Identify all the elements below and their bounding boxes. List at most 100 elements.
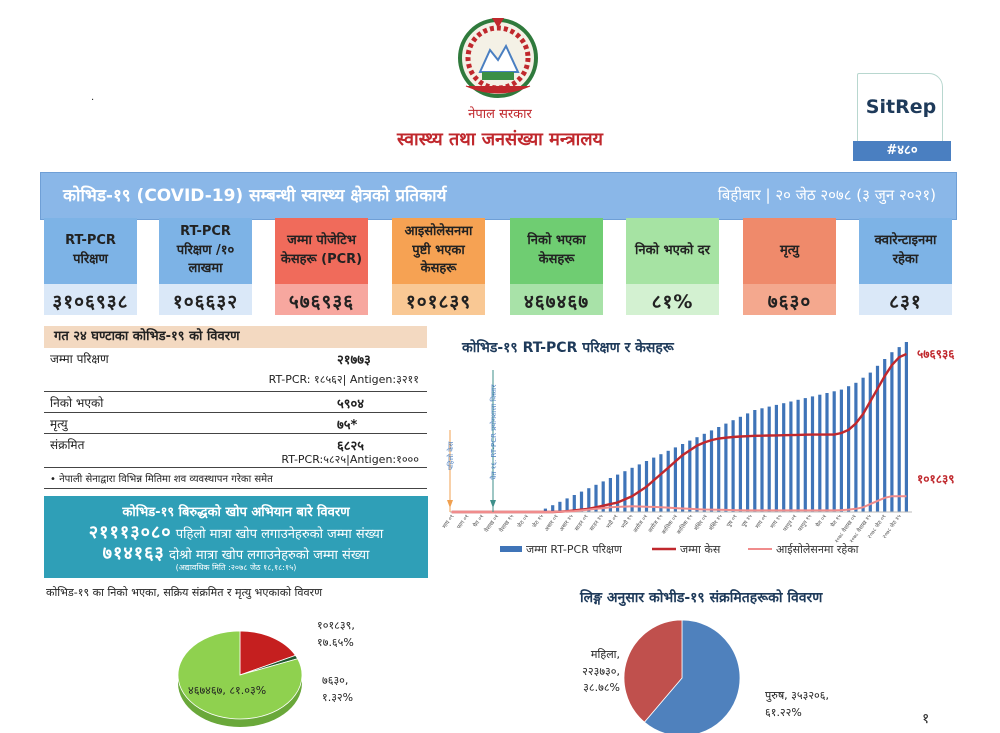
label-line: १०१८३९, (317, 619, 355, 632)
table-row: मृत्यु ७५* (44, 413, 427, 434)
test-bar (702, 433, 706, 512)
test-bar (774, 404, 778, 512)
stat-card-label: आइसोलेसनमा पुष्टी भएका केसहरू (392, 218, 485, 284)
test-bar (875, 365, 880, 512)
test-bar (724, 423, 728, 512)
female-label: महिला, २२३७३०, ३८.७८% (560, 647, 620, 697)
banner-title: कोभिड-१९ (COVID-19) सम्बन्धी स्वास्थ्य क… (63, 186, 447, 206)
test-bar (897, 347, 901, 512)
test-bar (818, 394, 822, 512)
stat-card-label: क्वारेन्टाइनमा रहेका (859, 218, 952, 284)
x-tick-label: मंसिर १५ (708, 513, 724, 532)
stat-card-value: १०१८३९ (405, 290, 472, 313)
stat-card: आइसोलेसनमा पुष्टी भएका केसहरू १०१८३९ (392, 218, 485, 315)
government-name: नेपाल सरकार (468, 107, 532, 122)
x-tick-label: पुष १५ (741, 514, 754, 529)
stat-card-value: ८१% (651, 290, 694, 313)
test-bar (854, 382, 858, 512)
test-bar (608, 478, 612, 512)
second-dose-text: दोश्रो मात्रा खोप लगाउनेहरुको जम्मा संख्… (168, 548, 370, 563)
stat-card: निको भएका केसहरू ४६७४६७ (510, 218, 603, 315)
test-bar (760, 408, 764, 512)
chart-title-prefix: कोभिड-१९ (462, 340, 518, 356)
first-dose-line: २१११३०८० पहिलो मात्रा खोप लगाउनेहरुको जम… (44, 520, 428, 544)
isolation-line (451, 495, 907, 513)
lab-expansion-arrow (490, 500, 496, 508)
first-dose-text: पहिलो मात्रा खोप लगाउनेहरुको जम्मा संख्य… (175, 527, 384, 542)
pie-slice (623, 619, 683, 723)
x-tick-label: पुष ०१ (726, 514, 739, 529)
row-value: ६८२५ (337, 439, 365, 454)
cases-line (451, 352, 907, 514)
row-label: जम्मा परिक्षण (50, 352, 109, 366)
x-tick-label: चैत ०१ (472, 513, 486, 529)
test-bar (832, 391, 836, 512)
legend-swatch-tests (500, 546, 522, 552)
stray-dot: . (91, 92, 95, 103)
test-bar (803, 398, 807, 512)
x-tick-label: फागुन १५ (797, 514, 813, 533)
test-bar (890, 352, 894, 512)
recovered-label: ४६७४६७, ८१.०३% (188, 684, 267, 697)
sitrep-label: SitRep (865, 96, 937, 118)
title-banner: कोभिड-१९ (COVID-19) सम्बन्धी स्वास्थ्य क… (40, 172, 957, 220)
row-label: संक्रमित (50, 438, 85, 452)
x-tick-label: मंसिर ०१ (693, 513, 709, 532)
table-title: गत २४ घण्टाका कोभिड-१९ को विवरण (44, 326, 427, 348)
test-bar (572, 495, 576, 512)
chart-bars (450, 342, 912, 513)
death-label: ७६३०, १.३२% (322, 673, 353, 706)
test-bar (616, 474, 620, 512)
stat-card: जम्मा पोजेटिभ केसहरू (PCR) ५७६९३६ (275, 218, 368, 315)
stat-card-label: RT-PCR परिक्षण (44, 218, 137, 284)
stat-card-label: मृत्यु (743, 218, 836, 284)
stat-card-value: ४६७४६७ (523, 290, 590, 313)
table-row: संक्रमित ६८२५ RT-PCR:५८२५|Antigen:१००० (44, 434, 427, 468)
test-bar (789, 401, 793, 512)
isolation-end-label: १०१८३९ (917, 472, 954, 486)
label-line: महिला, (590, 648, 620, 661)
last-24-hours-table: गत २४ घण्टाका कोभिड-१९ को विवरण जम्मा पर… (44, 326, 427, 489)
chart-title-rest: RT-PCR परिक्षण र केसहरू (522, 340, 674, 356)
test-bar (587, 488, 591, 512)
second-dose-line: ७१४१६३ दोश्रो मात्रा खोप लगाउनेहरुको जम्… (44, 541, 428, 565)
x-tick-label: कात्तिक १५ (675, 513, 694, 536)
stat-card-value: ७६३० (767, 290, 812, 313)
stat-card-label: निको भएका केसहरू (510, 218, 603, 284)
row-label: मृत्यु (50, 417, 68, 431)
test-bar (623, 471, 627, 512)
active-cases-label: १०१८३९, १७.६५% (317, 618, 355, 651)
test-bar (695, 437, 699, 512)
test-bar (839, 389, 843, 512)
label-line: पुरुष, ३५३२०६, (765, 689, 829, 702)
stat-card-label: निको भएको दर (626, 218, 719, 284)
x-tick-label: भदौ १५ (620, 513, 635, 530)
label-line: २२३७३०, (582, 664, 620, 678)
stat-card-value: ८३१ (889, 290, 922, 313)
test-bar (558, 501, 562, 512)
annotation-lab-expansion: चैत १६: RT-PCR प्रयोगशाला विस्तार (489, 384, 498, 480)
x-tick-labels: माघ ०९ फाग ०१ चैत ०१वैशाख ०१वैशाख १५ जेठ ०१… (442, 513, 903, 544)
test-bar (601, 481, 605, 512)
first-case-arrow (447, 500, 453, 508)
test-bar (688, 440, 692, 512)
table-row: जम्मा परिक्षण २१७७३ RT-PCR: १८५६२| Antig… (44, 348, 427, 392)
main-chart-title: कोभिड-१९ RT-PCR परिक्षण र केसहरू (462, 338, 674, 357)
testing-cases-chart: पहिलो केस चैत १६: RT-PCR प्रयोगशाला विस्… (442, 342, 955, 556)
row-value: ७५* (337, 418, 358, 433)
test-bar (630, 467, 634, 512)
stat-card: क्वारेन्टाइनमा रहेका ८३१ (859, 218, 952, 315)
test-bar (868, 372, 872, 512)
stat-card: मृत्यु ७६३० (743, 218, 836, 315)
x-tick-label: माघ ०९ (442, 514, 456, 530)
test-bar (825, 393, 829, 512)
x-tick-label: चैत ०१ (814, 513, 828, 529)
test-bar (681, 444, 685, 512)
stat-card: RT-PCR परिक्षण ३१०६९३८ (44, 218, 137, 315)
legend-isolation: आईसोलेसनमा रहेका (776, 543, 859, 556)
table-row: निको भएको ५९०४ (44, 392, 427, 413)
test-bar (738, 416, 742, 512)
test-bar (782, 403, 786, 512)
test-bar (796, 399, 800, 512)
test-bar (543, 508, 547, 512)
